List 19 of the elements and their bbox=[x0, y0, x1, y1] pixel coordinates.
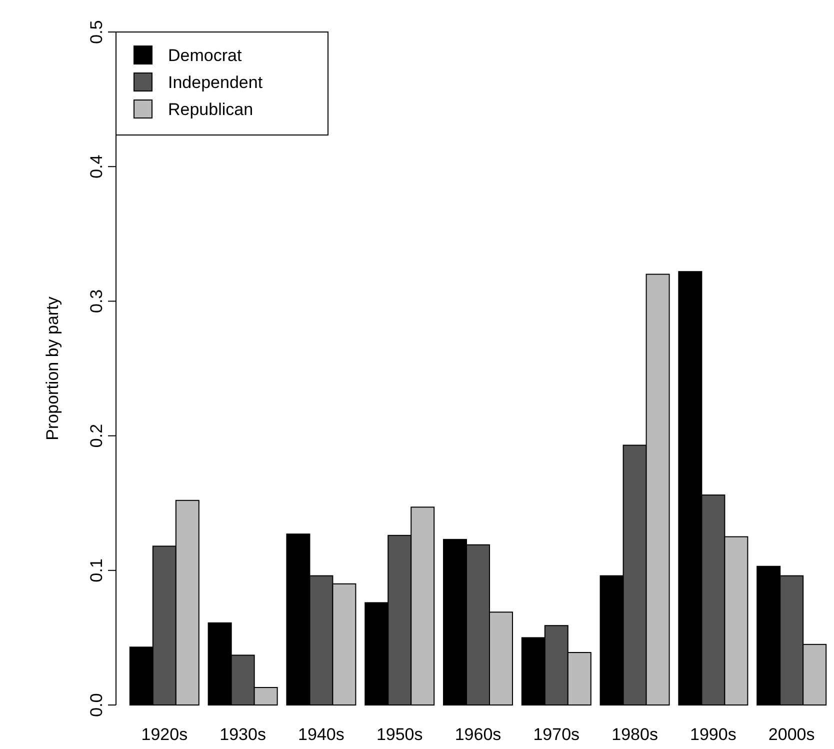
x-tick-label: 1990s bbox=[690, 725, 736, 744]
y-axis-title: Proportion by party bbox=[43, 296, 62, 440]
legend-label: Democrat bbox=[168, 46, 242, 65]
y-tick-label: 0.3 bbox=[87, 289, 106, 314]
x-tick-label: 1920s bbox=[141, 725, 188, 744]
y-tick-label: 0.5 bbox=[87, 20, 106, 44]
y-tick-label: 0.2 bbox=[87, 424, 106, 448]
x-tick-label: 1940s bbox=[298, 725, 344, 744]
x-tick-label: 1950s bbox=[376, 725, 423, 744]
x-tick-label: 1960s bbox=[454, 725, 502, 744]
x-tick-label: 1970s bbox=[533, 725, 580, 744]
legend-label: Independent bbox=[168, 73, 263, 92]
x-tick-label: 1930s bbox=[220, 725, 266, 744]
legend-label: Republican bbox=[168, 100, 254, 119]
x-tick-label: 2000s bbox=[768, 725, 815, 744]
x-tick-label: 1980s bbox=[612, 725, 658, 744]
y-tick-label: 0.4 bbox=[87, 154, 106, 178]
y-tick-label: 0.1 bbox=[87, 558, 106, 582]
y-tick-label: 0.0 bbox=[87, 693, 106, 717]
